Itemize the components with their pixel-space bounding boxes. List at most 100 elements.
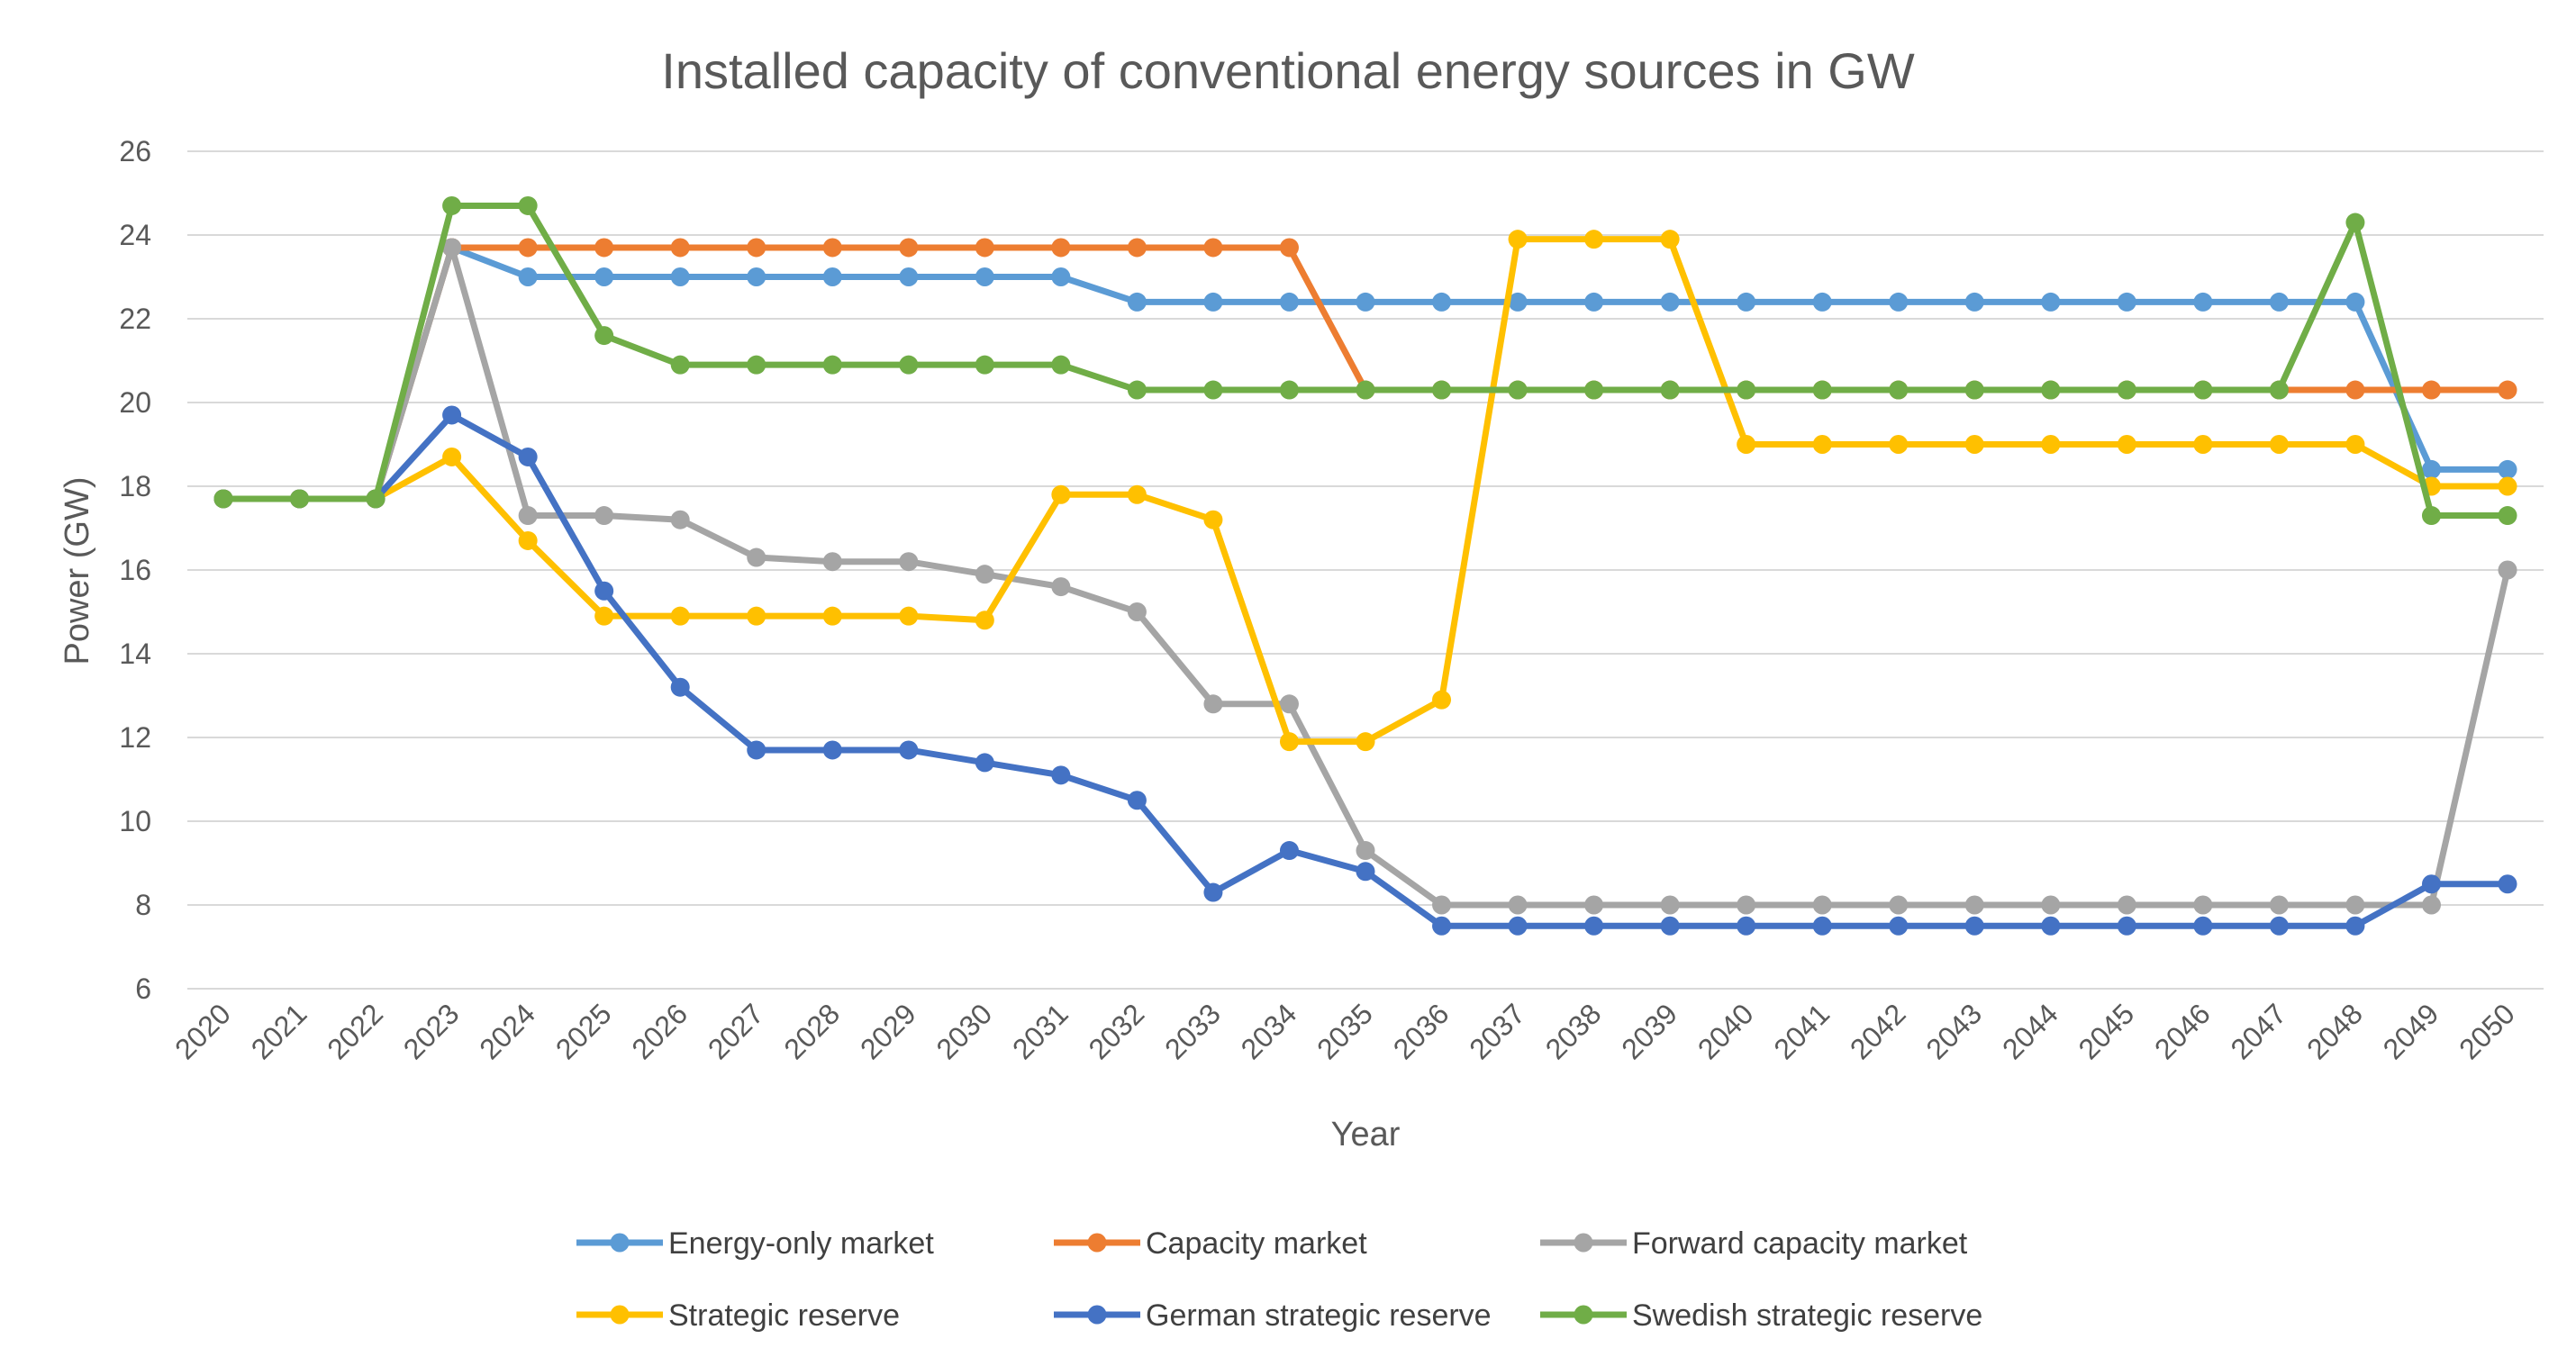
data-point — [822, 606, 842, 626]
legend-swatch-marker — [610, 1305, 630, 1325]
data-point — [747, 238, 766, 258]
data-point — [1584, 916, 1604, 936]
data-point — [1203, 292, 1223, 312]
data-point — [2498, 560, 2517, 580]
data-point — [518, 195, 538, 215]
x-tick-label: 2033 — [1158, 997, 1227, 1065]
data-point — [899, 238, 919, 258]
data-point — [1356, 841, 1375, 861]
data-point — [2269, 380, 2289, 400]
data-point — [1432, 690, 1452, 710]
data-point — [1203, 238, 1223, 258]
series-lines — [213, 195, 2517, 936]
data-point — [1356, 380, 1375, 400]
data-point — [290, 489, 310, 509]
data-point — [747, 267, 766, 286]
data-point — [1203, 694, 1223, 714]
x-tick-label: 2025 — [549, 997, 618, 1065]
y-tick-label: 26 — [119, 135, 151, 167]
data-point — [1127, 292, 1147, 312]
data-point — [1889, 380, 1909, 400]
data-point — [594, 326, 614, 346]
chart-title: Installed capacity of conventional energ… — [661, 42, 1915, 99]
data-point — [899, 606, 919, 626]
data-point — [2421, 895, 2441, 915]
data-point — [899, 552, 919, 572]
data-point — [1889, 292, 1909, 312]
y-tick-label: 6 — [135, 972, 151, 1005]
data-point — [1051, 355, 1071, 375]
data-point — [2421, 874, 2441, 894]
data-point — [2421, 459, 2441, 479]
data-point — [518, 530, 538, 550]
y-tick-label: 16 — [119, 554, 151, 586]
data-point — [1660, 895, 1680, 915]
x-tick-label: 2040 — [1692, 997, 1760, 1065]
data-point — [518, 238, 538, 258]
data-point — [2345, 435, 2365, 454]
data-point — [1051, 238, 1071, 258]
series-line — [220, 244, 2511, 502]
data-point — [670, 677, 690, 697]
data-point — [442, 405, 462, 425]
data-point — [1203, 882, 1223, 902]
data-point — [1508, 292, 1528, 312]
x-tick-label: 2039 — [1615, 997, 1683, 1065]
data-point — [2269, 292, 2289, 312]
legend-item: Swedish strategic reserve — [1540, 1298, 1982, 1333]
data-point — [1279, 732, 1299, 752]
data-point — [1279, 380, 1299, 400]
data-point — [822, 267, 842, 286]
data-point — [1432, 292, 1452, 312]
data-point — [442, 195, 462, 215]
x-tick-label: 2038 — [1539, 997, 1608, 1065]
data-point — [1737, 895, 1756, 915]
x-tick-label: 2034 — [1235, 997, 1303, 1065]
data-point — [1889, 895, 1909, 915]
x-tick-label: 2028 — [777, 997, 846, 1065]
data-point — [2498, 874, 2517, 894]
legend-label: Energy-only market — [668, 1226, 934, 1261]
legend-label: Swedish strategic reserve — [1632, 1298, 1982, 1333]
y-tick-label: 20 — [119, 386, 151, 419]
data-point — [1432, 380, 1452, 400]
data-point — [2117, 895, 2136, 915]
data-point — [1127, 380, 1147, 400]
data-point — [822, 238, 842, 258]
x-tick-label: 2032 — [1083, 997, 1151, 1065]
series-line — [220, 202, 2511, 520]
data-point — [2041, 916, 2061, 936]
x-tick-label: 2048 — [2300, 997, 2369, 1065]
data-point — [2421, 380, 2441, 400]
legend-item: Energy-only market — [576, 1226, 934, 1261]
data-point — [1051, 267, 1071, 286]
data-point — [1660, 916, 1680, 936]
x-tick-label: 2035 — [1311, 997, 1379, 1065]
data-point — [2193, 895, 2213, 915]
legend-item: German strategic reserve — [1054, 1298, 1492, 1333]
data-point — [2041, 435, 2061, 454]
data-point — [1737, 916, 1756, 936]
data-point — [975, 565, 994, 584]
data-point — [899, 355, 919, 375]
data-point — [213, 489, 233, 509]
data-point — [2345, 895, 2365, 915]
x-tick-label: 2042 — [1844, 997, 1912, 1065]
data-point — [1127, 484, 1147, 504]
data-point — [1660, 380, 1680, 400]
data-point — [1508, 916, 1528, 936]
data-point — [1812, 292, 1832, 312]
x-tick-label: 2049 — [2377, 997, 2445, 1065]
legend: Energy-only market Capacity market Forward… — [576, 1226, 1982, 1333]
data-point — [975, 267, 994, 286]
data-point — [594, 581, 614, 601]
data-point — [1508, 380, 1528, 400]
data-point — [670, 267, 690, 286]
data-point — [975, 238, 994, 258]
data-point — [2421, 506, 2441, 526]
data-point — [594, 238, 614, 258]
data-point — [1203, 510, 1223, 529]
data-point — [1889, 435, 1909, 454]
x-tick-label: 2027 — [702, 997, 770, 1065]
